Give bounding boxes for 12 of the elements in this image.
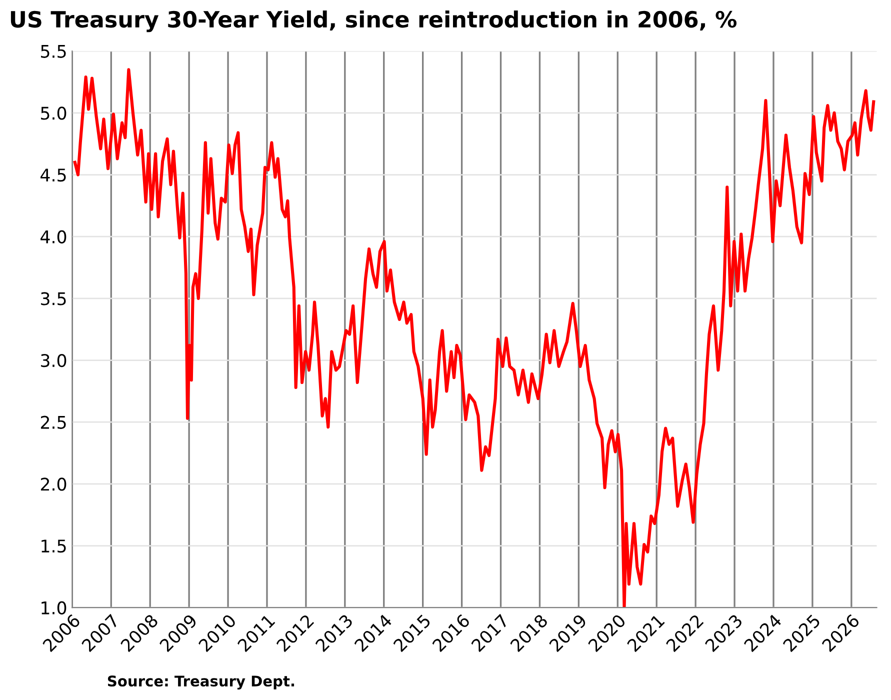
y-tick-label: 4.5 [40,168,66,182]
y-tick-label: 3.5 [41,292,66,306]
y-tick-label: 2.5 [40,416,66,429]
y-tick-label: 5.0 [41,106,66,120]
y-tick-label: 5.5 [41,45,66,58]
y-tick-label: 2.0 [40,478,66,491]
y-tick-label: 4.0 [40,230,66,244]
y-tick-label: 1.5 [42,540,66,553]
y-tick-label: 1.0 [42,601,66,614]
source-note: Source: Treasury Dept. [108,676,294,690]
chart-title: US Treasury 30-Year Yield, since reintroduction in 2006, % [10,10,737,32]
y-tick-label: 3.0 [41,354,66,368]
